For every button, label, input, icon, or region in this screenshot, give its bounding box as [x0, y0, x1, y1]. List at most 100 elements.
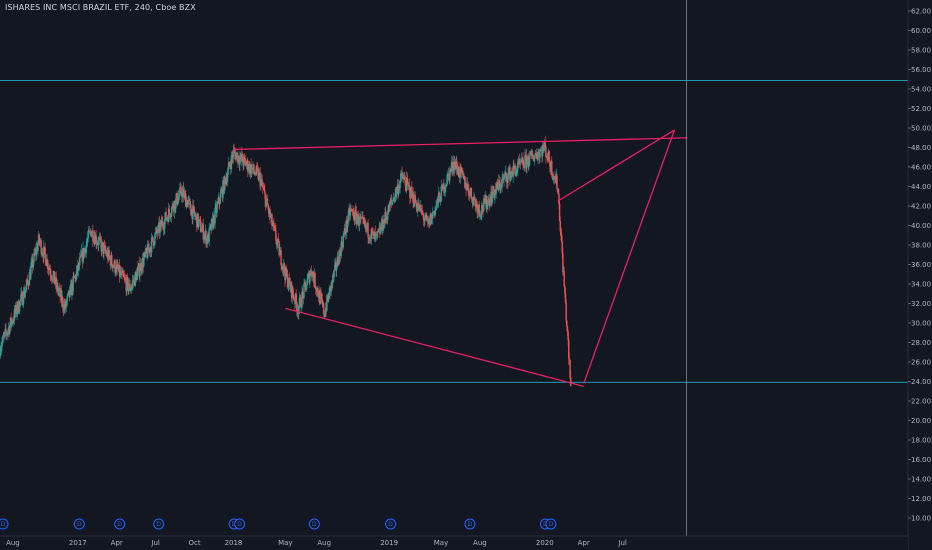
candle-body: [15, 305, 18, 315]
candle-body: [136, 271, 138, 281]
candle-body: [32, 262, 35, 268]
candle-body: [459, 166, 461, 178]
candle-body: [323, 314, 325, 317]
trend-line[interactable]: [583, 129, 676, 384]
dividend-marker[interactable]: [308, 518, 320, 530]
candle-body: [452, 170, 454, 172]
dividend-markers[interactable]: DDDDDDDDDDD: [0, 518, 557, 530]
candle-body: [98, 238, 101, 240]
candle-body: [126, 277, 129, 279]
candle-body: [245, 160, 247, 167]
candle-body: [300, 297, 302, 308]
candle-body: [522, 157, 524, 166]
candle-body: [373, 232, 376, 240]
trend-line[interactable]: [285, 307, 584, 388]
candle-body: [288, 277, 291, 283]
price-tick-label: 62.00: [911, 8, 931, 16]
candle-body: [184, 192, 186, 194]
candle-body: [132, 280, 134, 284]
candle-body: [369, 238, 372, 240]
candle-body: [280, 250, 282, 266]
candle-body: [9, 325, 11, 334]
candle-body: [128, 288, 130, 292]
candle-body: [1, 336, 4, 343]
price-axis[interactable]: 62.00 60.00 58.00 56.00 54.00 52.00 50.00 48.00…: [907, 0, 932, 550]
candle-body: [519, 159, 521, 164]
candle-body: [22, 303, 24, 305]
candle-body: [145, 248, 148, 252]
trend-line[interactable]: [557, 129, 675, 202]
candle-body: [524, 155, 526, 169]
candle-body: [218, 203, 221, 205]
dividend-marker[interactable]: [464, 518, 476, 530]
dividend-marker[interactable]: [0, 518, 9, 530]
candle-body: [6, 333, 8, 335]
candle-body: [203, 234, 206, 238]
candle-body: [143, 252, 146, 258]
candle-body: [252, 164, 255, 172]
trend-line[interactable]: [233, 137, 688, 151]
price-tick-label: 54.00: [911, 86, 931, 94]
candle-body: [351, 210, 354, 211]
candle-body: [269, 209, 271, 218]
candle-body: [462, 170, 464, 175]
candle-body: [209, 227, 211, 229]
dividend-marker-label: D: [237, 521, 242, 528]
candle-body: [273, 226, 276, 228]
candle-body: [120, 271, 123, 276]
candle-body: [356, 219, 358, 224]
dividend-marker[interactable]: [114, 518, 126, 530]
candle-body: [116, 264, 119, 269]
candle-body: [473, 197, 476, 200]
dividend-marker[interactable]: [385, 518, 397, 530]
candle-body: [198, 220, 200, 227]
candle-body: [509, 173, 512, 181]
candle-body: [341, 241, 343, 247]
candle-body: [317, 287, 319, 295]
price-axis-bg: [908, 0, 932, 550]
candle-body: [154, 232, 157, 235]
candle-body: [334, 264, 336, 271]
candle-body: [405, 177, 408, 191]
candle-body: [548, 151, 550, 163]
candle-body: [487, 199, 489, 206]
dividend-marker-label: D: [117, 521, 122, 528]
candle-body: [449, 169, 451, 181]
candle-body: [85, 244, 87, 253]
dividend-marker[interactable]: [234, 518, 246, 530]
time-axis[interactable]: Aug 2017 Apr Jul Oct 2018 May Aug 2019 May Aug 2020…: [0, 535, 908, 550]
candle-body: [471, 197, 473, 199]
time-tick-label: 2019: [380, 539, 398, 547]
candle-body: [56, 282, 59, 292]
candle-body: [566, 326, 569, 332]
candle-body: [197, 213, 199, 227]
candle-body: [287, 285, 290, 288]
candle-body: [360, 217, 362, 220]
candle-body: [247, 170, 250, 172]
candle-body: [298, 308, 300, 314]
candle-body: [170, 213, 172, 218]
candle-body: [228, 162, 231, 166]
candle-body: [232, 149, 235, 158]
candle-body: [134, 271, 137, 286]
dividend-marker-label: D: [312, 521, 317, 528]
dividend-marker[interactable]: [153, 518, 165, 530]
candle-body: [267, 205, 269, 209]
candle-body: [231, 155, 233, 157]
dividend-marker[interactable]: [73, 518, 85, 530]
candle-body: [382, 229, 384, 231]
candle-body: [505, 172, 507, 175]
candle-body: [565, 302, 567, 321]
price-tick-label: 18.00: [911, 437, 931, 445]
candle-body: [181, 190, 184, 198]
candle-body: [25, 285, 27, 291]
candle-body: [124, 278, 127, 281]
candle-body: [301, 291, 304, 293]
candle-body: [211, 218, 213, 231]
trend-lines[interactable]: [233, 129, 688, 388]
dividend-marker[interactable]: [545, 518, 557, 530]
candle-body: [1, 342, 3, 348]
candle-body: [403, 176, 406, 181]
